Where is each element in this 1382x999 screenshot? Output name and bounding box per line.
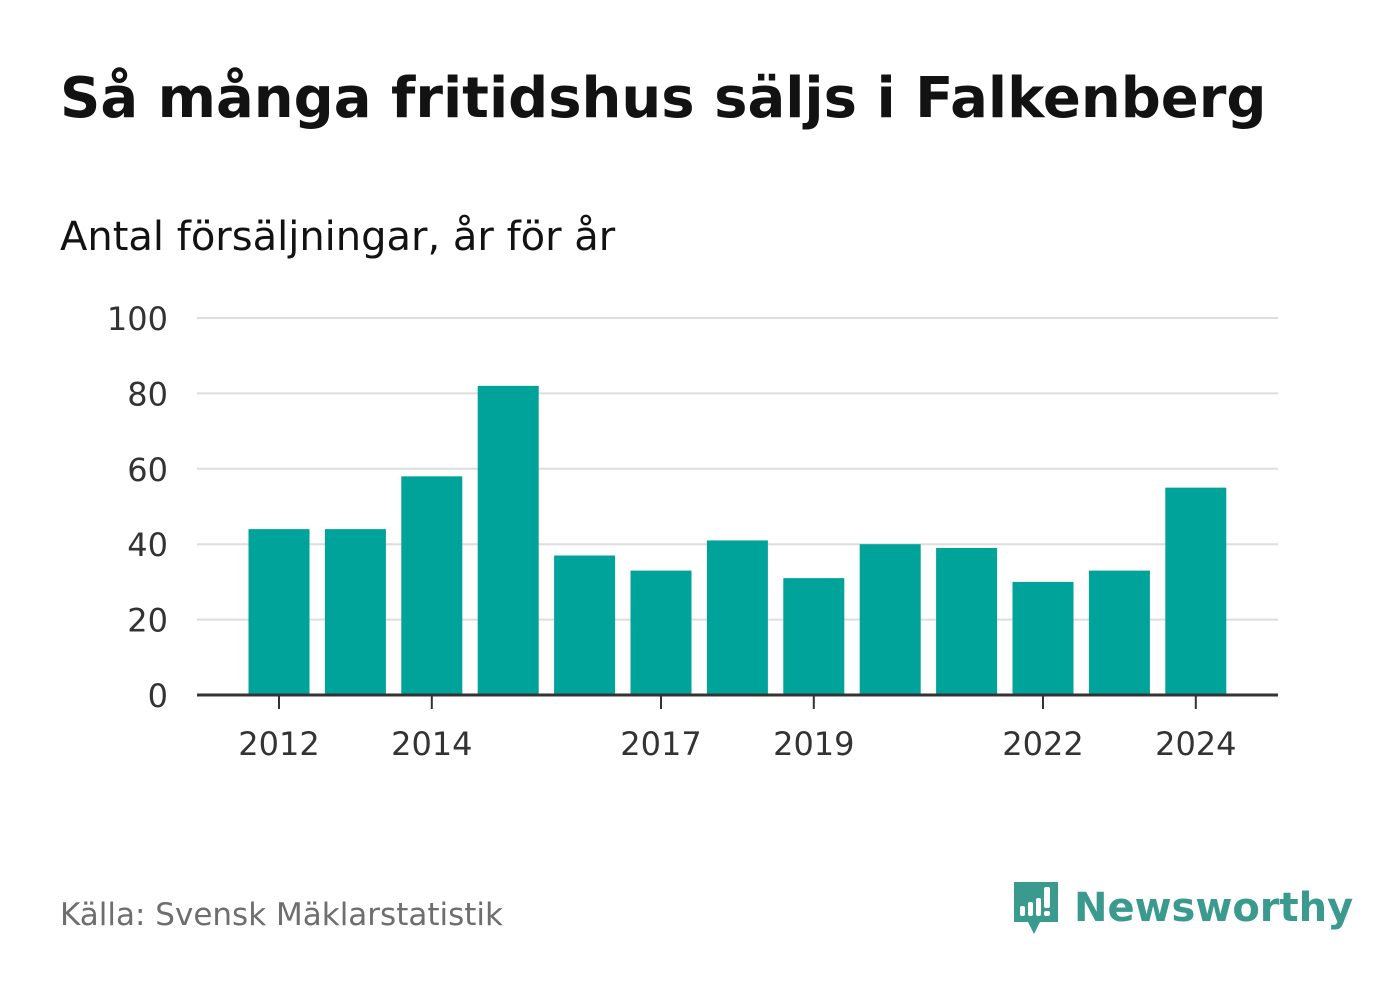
bar-2019: [783, 578, 845, 695]
x-tick-label: 2014: [391, 725, 472, 763]
y-tick-label: 80: [127, 375, 168, 413]
bar-2014: [401, 476, 463, 695]
bar-2017: [630, 570, 692, 695]
bar-2021: [936, 547, 998, 695]
bar-2022: [1012, 581, 1074, 695]
x-axis-ticks: 2012 2014 2017 2019 2022 2024: [238, 695, 1237, 763]
bar-2018: [706, 540, 768, 695]
brand-logo: Newsworthy: [1010, 878, 1353, 938]
y-tick-label: 0: [148, 677, 168, 715]
bar-2020: [859, 544, 921, 695]
bar-2015: [477, 385, 539, 695]
chart-title: Så många fritidshus säljs i Falkenberg: [60, 66, 1267, 131]
newsworthy-logo-icon: [1014, 882, 1058, 934]
x-tick-label: 2019: [773, 725, 854, 763]
y-tick-label: 40: [127, 526, 168, 564]
x-tick-label: 2022: [1002, 725, 1083, 763]
x-tick-label: 2024: [1155, 725, 1236, 763]
source-note: Källa: Svensk Mäklarstatistik: [60, 897, 503, 933]
bar-chart: 0 20 40 60 80 100 2012 2014 2017 2019 2022 2024: [107, 300, 1278, 763]
bar-2013: [324, 529, 386, 695]
x-tick-label: 2017: [620, 725, 701, 763]
brand-name: Newsworthy: [1074, 885, 1354, 931]
y-axis-tick-labels: 0 20 40 60 80 100: [107, 300, 168, 715]
x-tick-label: 2012: [238, 725, 319, 763]
y-tick-label: 20: [127, 602, 168, 640]
bar-2024: [1165, 487, 1227, 695]
chart-subtitle: Antal försäljningar, år för år: [60, 214, 616, 260]
bars: [248, 385, 1227, 695]
bar-2012: [248, 529, 310, 695]
bar-2023: [1088, 570, 1150, 695]
y-tick-label: 100: [107, 300, 168, 338]
y-tick-label: 60: [127, 451, 168, 489]
bar-2016: [554, 555, 616, 695]
